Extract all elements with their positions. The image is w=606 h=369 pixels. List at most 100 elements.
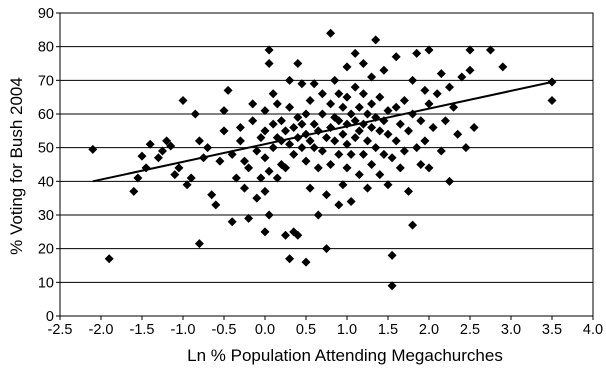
- data-point: [486, 45, 495, 55]
- data-point: [260, 106, 270, 116]
- data-point: [235, 136, 245, 146]
- data-point: [297, 143, 307, 153]
- data-point: [137, 151, 147, 161]
- data-point: [162, 136, 172, 146]
- data-point: [145, 139, 155, 149]
- data-point: [330, 136, 340, 146]
- data-point: [219, 106, 229, 116]
- data-point: [445, 176, 454, 186]
- data-point: [412, 48, 422, 58]
- data-point: [379, 65, 389, 75]
- data-point: [342, 119, 352, 129]
- data-point: [182, 180, 192, 190]
- data-point: [412, 143, 422, 153]
- data-point: [330, 75, 340, 85]
- data-points: [88, 28, 557, 291]
- data-point: [268, 143, 278, 153]
- x-tick-label: -0.5: [212, 322, 237, 338]
- data-point: [215, 156, 225, 166]
- data-point: [244, 213, 254, 223]
- data-point: [285, 75, 295, 85]
- data-point: [338, 180, 348, 190]
- data-point: [383, 180, 393, 190]
- data-point: [289, 122, 299, 132]
- data-point: [416, 160, 426, 169]
- y-tick-label: 70: [38, 73, 54, 89]
- data-point: [285, 254, 295, 264]
- data-point: [260, 126, 270, 136]
- data-point: [469, 122, 479, 132]
- data-point: [420, 136, 430, 146]
- data-point: [453, 129, 463, 139]
- data-point: [256, 133, 266, 143]
- y-tick-label: 80: [38, 40, 54, 56]
- data-point: [264, 166, 274, 176]
- data-point: [457, 72, 467, 82]
- data-point: [194, 136, 204, 146]
- data-point: [383, 129, 393, 139]
- data-point: [305, 96, 315, 106]
- data-point: [268, 119, 278, 129]
- data-point: [166, 141, 176, 151]
- data-point: [387, 153, 397, 163]
- data-point: [301, 109, 311, 119]
- data-point: [244, 163, 254, 173]
- data-point: [305, 183, 315, 193]
- y-axis-ticks: 0 10 20 30 40 50 60 70 80 90: [38, 6, 60, 325]
- data-point: [260, 227, 270, 237]
- data-point: [461, 143, 471, 153]
- data-point: [428, 122, 438, 132]
- data-point: [309, 79, 319, 89]
- y-tick-label: 40: [38, 174, 54, 190]
- data-point: [158, 146, 167, 156]
- y-axis-title: % Voting for Bush 2004: [7, 77, 26, 255]
- data-point: [363, 136, 372, 146]
- data-point: [375, 92, 385, 102]
- data-point: [391, 136, 401, 146]
- data-point: [408, 220, 418, 230]
- data-point: [350, 133, 360, 143]
- data-point: [211, 200, 221, 210]
- data-point: [309, 119, 319, 129]
- data-point: [449, 102, 459, 112]
- data-point: [268, 89, 278, 99]
- data-point: [375, 170, 385, 180]
- x-tick-label: -2.5: [48, 322, 73, 338]
- data-point: [358, 89, 368, 99]
- data-point: [227, 217, 237, 227]
- x-tick-label: 1.0: [337, 322, 357, 338]
- x-tick-label: 3.0: [501, 322, 521, 338]
- data-point: [260, 153, 270, 163]
- data-point: [354, 170, 364, 180]
- data-point: [207, 190, 217, 200]
- data-point: [174, 163, 184, 173]
- data-point: [264, 210, 274, 220]
- data-point: [346, 109, 356, 119]
- data-point: [281, 126, 290, 136]
- data-point: [334, 200, 344, 210]
- data-point: [248, 116, 258, 126]
- data-point: [301, 257, 311, 267]
- y-tick-label: 50: [38, 141, 54, 157]
- data-point: [363, 183, 372, 193]
- data-point: [367, 122, 377, 132]
- data-point: [305, 136, 315, 146]
- x-tick-label: -1.5: [130, 322, 155, 338]
- data-point: [367, 99, 377, 109]
- data-point: [309, 143, 319, 153]
- data-point: [342, 163, 352, 173]
- data-point: [465, 45, 475, 55]
- data-point: [272, 99, 282, 109]
- data-point: [338, 129, 348, 139]
- data-point: [404, 126, 413, 136]
- data-point: [387, 281, 397, 291]
- data-point: [432, 89, 442, 99]
- data-point: [387, 250, 397, 260]
- x-tick-label: 3.5: [542, 322, 562, 338]
- data-point: [240, 156, 249, 166]
- data-point: [194, 239, 204, 249]
- data-point: [445, 82, 454, 92]
- data-point: [334, 149, 344, 159]
- data-point: [293, 112, 303, 122]
- data-point: [371, 35, 381, 45]
